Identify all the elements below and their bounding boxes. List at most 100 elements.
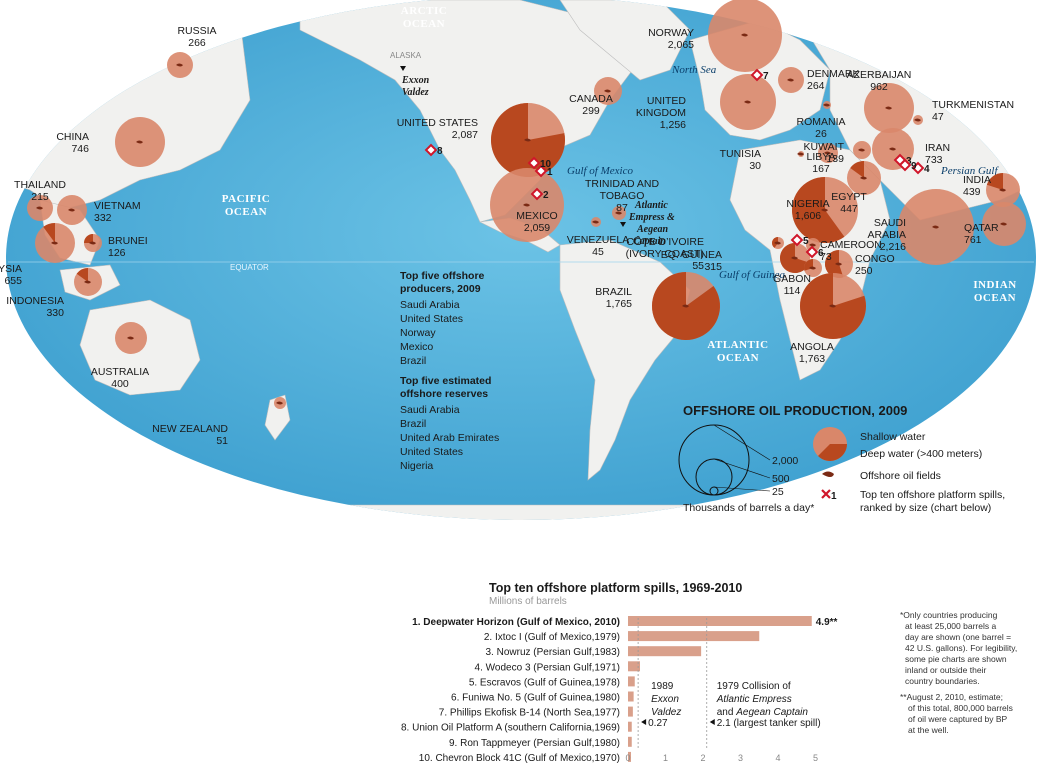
country-name: GABON [773, 273, 811, 285]
spill-marker-number: 5 [803, 236, 809, 247]
world-map: EQUATOR ALASKA ARCTIC OCEAN PACIFIC OCEA… [0, 0, 1036, 520]
legend-spills-line1: Top ten offshore platform spills, [860, 489, 1005, 501]
footnote-line: at least 25,000 barrels a [905, 621, 997, 631]
country-value: 299 [582, 105, 600, 117]
spill-marker-1: 1 [534, 164, 553, 178]
bubble-trinidad [612, 206, 626, 220]
reference-pointer [709, 719, 715, 725]
country-value: 447 [840, 203, 858, 215]
bubble-egypt [847, 161, 881, 195]
country-name: VIETNAM [94, 200, 141, 212]
bar-row: 4. Wodeco 3 (Persian Gulf,1971) [475, 661, 640, 673]
country-name: AUSTRALIA [91, 366, 149, 378]
x-tick-label: 3 [738, 753, 743, 763]
country-value: 1,606 [795, 210, 821, 222]
legend-size-label: 25 [772, 486, 784, 498]
oil-field [821, 208, 828, 212]
bar [628, 676, 635, 687]
spill-marker-shape [898, 158, 912, 172]
country-value: 2,065 [668, 39, 694, 51]
country-name: CANADA [569, 93, 613, 105]
footnote-line: some pie charts are shown [905, 654, 1007, 664]
country-name-line2: ARABIA [867, 229, 906, 241]
reserve-item: United Arab Emirates [400, 432, 499, 444]
svg-text:OCEAN: OCEAN [225, 206, 267, 218]
legend-spill-icon: 1 [821, 489, 837, 502]
country-value: 266 [188, 37, 206, 49]
country-name: TRINIDAD AND [585, 178, 660, 190]
bar-value-label: 4.9** [816, 617, 838, 628]
svg-text:PACIFIC: PACIFIC [222, 193, 271, 205]
producer-item: Mexico [400, 341, 433, 353]
country-value: 1,256 [660, 119, 686, 131]
equator-label: EQUATOR [230, 263, 269, 272]
bubble-congo [825, 250, 853, 278]
country-name: NEW ZEALAND [152, 423, 228, 435]
bar-category-label: 10. Chevron Block 41C (Gulf of Mexico,19… [419, 753, 620, 764]
chart-subtitle: Millions of barrels [489, 596, 567, 607]
bar [628, 706, 633, 717]
country-name: CONGO [855, 253, 895, 265]
spill-marker-shape [527, 156, 541, 170]
x-axis-ticks: 0 1 2 3 4 5 [625, 753, 818, 763]
country-value: 215 [31, 191, 49, 203]
bubble-angola [800, 273, 867, 340]
bubble-azerbaijan [864, 83, 914, 133]
country-value: 87 [616, 202, 628, 214]
spill-marker-number: 1 [547, 167, 553, 178]
bar [628, 661, 640, 672]
country-value: 400 [111, 378, 129, 390]
svg-text:Exxon: Exxon [401, 75, 430, 86]
bar-category-label: 7. Phillips Ekofisk B-14 (North Sea,1977… [439, 708, 620, 719]
top-reserves-list: Top five estimated offshore reserves Sau… [400, 375, 499, 472]
reference-label: Atlantic Empress [716, 694, 792, 705]
oil-field [51, 241, 58, 245]
country-value: 45 [592, 246, 604, 258]
country-name: EQ. GUINEA [661, 249, 722, 261]
spill-marker-number: 6 [818, 248, 824, 259]
country-value: 51 [216, 435, 228, 447]
svg-text:ATLANTIC: ATLANTIC [707, 339, 768, 351]
svg-text:Top five estimated: Top five estimated [400, 375, 491, 387]
country-name: TUNISIA [720, 148, 761, 160]
legend-deep: Deep water (>400 meters) [860, 448, 982, 460]
alaska-label: ALASKA [390, 51, 422, 60]
bubble-cotedivoire [772, 237, 784, 249]
svg-text:OCEAN: OCEAN [717, 352, 759, 364]
exxon-valdez-marker [400, 66, 406, 71]
country-name: NORWAY [648, 27, 694, 39]
oil-field [824, 151, 831, 155]
atlantic-empress-marker [620, 222, 626, 227]
country-value: 2,087 [452, 129, 478, 141]
country-value: 733 [925, 154, 943, 166]
bar-category-label: 6. Funiwa No. 5 (Gulf of Guinea,1980) [451, 693, 620, 704]
oil-field [932, 225, 939, 229]
deep-slice [825, 250, 844, 278]
country-value: 2,216 [880, 241, 906, 253]
svg-text:ARCTIC: ARCTIC [401, 5, 447, 17]
country-name: KUWAIT [804, 141, 845, 153]
producer-item: Norway [400, 327, 436, 339]
svg-text:offshore reserves: offshore reserves [400, 388, 488, 400]
legend-spills-line2: ranked by size (chart below) [860, 502, 991, 514]
oil-field [1000, 222, 1007, 226]
oil-field [84, 280, 91, 284]
bar [628, 721, 632, 732]
country-value: 264 [807, 80, 825, 92]
x-tick-label: 0 [625, 753, 630, 763]
oil-field [823, 103, 830, 107]
oil-field [136, 140, 143, 144]
spill-marker-number: 3 [906, 156, 912, 167]
x-tick-label: 2 [700, 753, 705, 763]
bubble-india [986, 173, 1020, 207]
legend-shallow: Shallow water [860, 431, 926, 443]
footnote-line: of oil were captured by BP [908, 714, 1008, 724]
